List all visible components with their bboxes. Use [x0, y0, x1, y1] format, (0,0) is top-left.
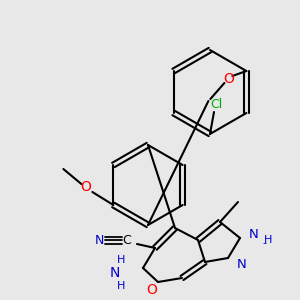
Text: H: H — [117, 255, 125, 265]
Text: N: N — [249, 229, 259, 242]
Text: Cl: Cl — [210, 98, 222, 110]
Text: N: N — [237, 257, 247, 271]
Text: H: H — [264, 235, 272, 245]
Text: O: O — [147, 283, 158, 297]
Text: O: O — [223, 72, 234, 86]
Text: -: - — [262, 238, 266, 248]
Text: O: O — [80, 180, 91, 194]
Text: N: N — [94, 233, 104, 247]
Text: C: C — [123, 233, 131, 247]
Text: H: H — [117, 281, 125, 291]
Text: N: N — [110, 266, 120, 280]
